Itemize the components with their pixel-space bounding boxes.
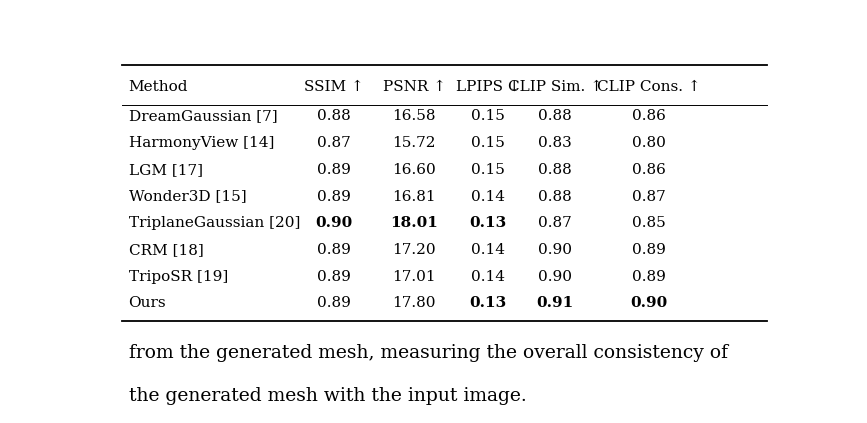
Text: LGM [17]: LGM [17] <box>128 163 203 177</box>
Text: Ours: Ours <box>128 297 166 310</box>
Text: 0.87: 0.87 <box>632 190 666 203</box>
Text: 0.88: 0.88 <box>316 110 350 124</box>
Text: 0.83: 0.83 <box>538 136 572 150</box>
Text: 0.86: 0.86 <box>632 163 666 177</box>
Text: 0.90: 0.90 <box>630 297 668 310</box>
Text: TripoSR [19]: TripoSR [19] <box>128 269 228 284</box>
Text: 0.89: 0.89 <box>632 269 666 284</box>
Text: 0.88: 0.88 <box>538 163 572 177</box>
Text: CLIP Cons. ↑: CLIP Cons. ↑ <box>597 80 701 94</box>
Text: 0.15: 0.15 <box>471 110 505 124</box>
Text: 0.90: 0.90 <box>538 269 572 284</box>
Text: the generated mesh with the input image.: the generated mesh with the input image. <box>128 387 526 404</box>
Text: TriplaneGaussian [20]: TriplaneGaussian [20] <box>128 216 300 230</box>
Text: 17.20: 17.20 <box>392 243 436 257</box>
Text: HarmonyView [14]: HarmonyView [14] <box>128 136 274 150</box>
Text: 18.01: 18.01 <box>390 216 438 230</box>
Text: 0.89: 0.89 <box>316 190 350 203</box>
Text: 0.85: 0.85 <box>632 216 666 230</box>
Text: 0.89: 0.89 <box>316 163 350 177</box>
Text: 0.14: 0.14 <box>471 243 505 257</box>
Text: 0.14: 0.14 <box>471 269 505 284</box>
Text: PSNR ↑: PSNR ↑ <box>382 80 446 94</box>
Text: 0.88: 0.88 <box>538 190 572 203</box>
Text: 15.72: 15.72 <box>393 136 436 150</box>
Text: CRM [18]: CRM [18] <box>128 243 203 257</box>
Text: 0.90: 0.90 <box>315 216 352 230</box>
Text: 0.87: 0.87 <box>316 136 350 150</box>
Text: 16.58: 16.58 <box>393 110 436 124</box>
Text: 0.80: 0.80 <box>632 136 666 150</box>
Text: 16.60: 16.60 <box>392 163 436 177</box>
Text: 0.15: 0.15 <box>471 163 505 177</box>
Text: 0.87: 0.87 <box>538 216 572 230</box>
Text: DreamGaussian [7]: DreamGaussian [7] <box>128 110 277 124</box>
Text: Wonder3D [15]: Wonder3D [15] <box>128 190 246 203</box>
Text: 0.13: 0.13 <box>469 216 506 230</box>
Text: 17.01: 17.01 <box>392 269 436 284</box>
Text: 0.15: 0.15 <box>471 136 505 150</box>
Text: 0.88: 0.88 <box>538 110 572 124</box>
Text: 0.13: 0.13 <box>469 297 506 310</box>
Text: 0.89: 0.89 <box>632 243 666 257</box>
Text: 0.86: 0.86 <box>632 110 666 124</box>
Text: CLIP Sim. ↑: CLIP Sim. ↑ <box>508 80 603 94</box>
Text: SSIM ↑: SSIM ↑ <box>303 80 363 94</box>
Text: 0.91: 0.91 <box>537 297 574 310</box>
Text: 17.80: 17.80 <box>393 297 436 310</box>
Text: 0.89: 0.89 <box>316 269 350 284</box>
Text: Method: Method <box>128 80 188 94</box>
Text: from the generated mesh, measuring the overall consistency of: from the generated mesh, measuring the o… <box>128 344 727 362</box>
Text: 0.14: 0.14 <box>471 190 505 203</box>
Text: 0.90: 0.90 <box>538 243 572 257</box>
Text: 0.89: 0.89 <box>316 243 350 257</box>
Text: 16.81: 16.81 <box>392 190 436 203</box>
Text: 0.89: 0.89 <box>316 297 350 310</box>
Text: LPIPS ↓: LPIPS ↓ <box>456 80 520 94</box>
